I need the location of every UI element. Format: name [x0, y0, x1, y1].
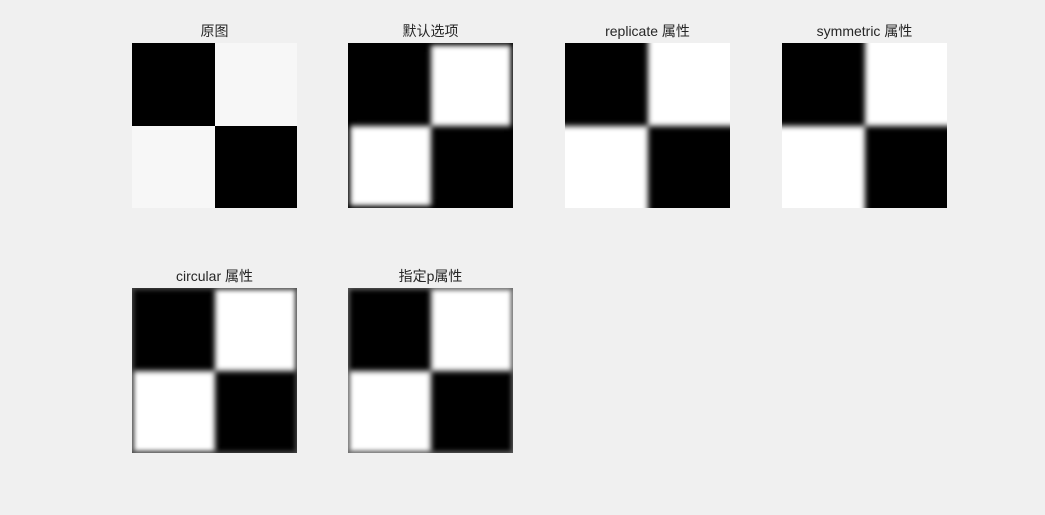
panel-title: replicate 属性 [605, 23, 690, 39]
panel-title: 默认选项 [402, 23, 459, 39]
checkerboard-image-original [132, 43, 297, 208]
checkerboard-image-replicate [565, 43, 730, 208]
panel-title: 原图 [200, 23, 229, 39]
checkerboard-image-default [348, 43, 513, 208]
panel-title: circular 属性 [175, 268, 253, 284]
panel-title: 指定p属性 [398, 268, 463, 284]
checkerboard-image-symmetric [782, 43, 947, 208]
panel-title: symmetric 属性 [816, 23, 913, 39]
checkerboard-image-specified-p [348, 288, 513, 453]
checkerboard-image-circular [132, 288, 297, 453]
